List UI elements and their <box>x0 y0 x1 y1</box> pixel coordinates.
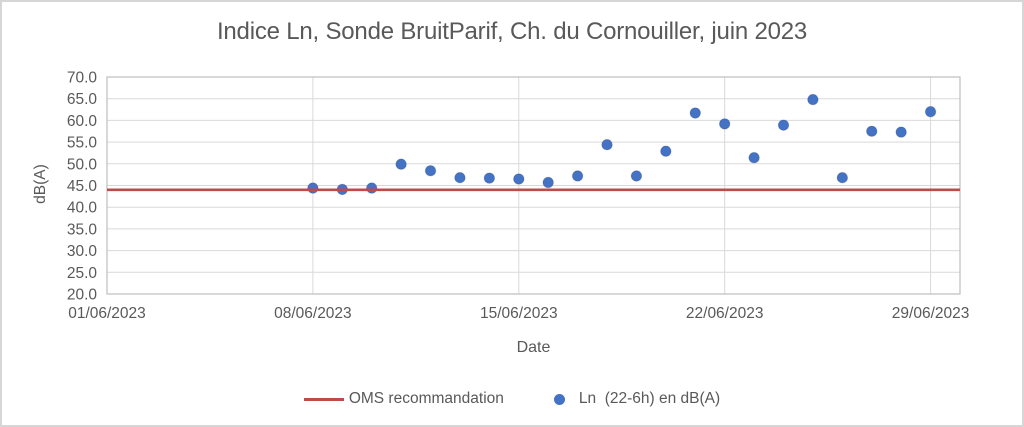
data-point <box>571 170 584 182</box>
y-tick-label: 35.0 <box>67 221 98 238</box>
data-point <box>601 138 613 151</box>
data-point <box>777 119 790 131</box>
data-point <box>630 170 643 182</box>
x-tick-label: 29/06/2023 <box>892 305 970 322</box>
data-point <box>836 171 849 184</box>
x-axis-title: Date <box>516 339 551 356</box>
data-point <box>307 182 319 194</box>
data-point <box>512 173 525 185</box>
legend-label-oms: OMS recommandation <box>348 390 504 407</box>
legend-label-ln: Ln (22-6h) en dB(A) <box>578 390 721 407</box>
y-tick-label: 60.0 <box>67 113 98 130</box>
data-point <box>395 158 407 171</box>
y-tick-label: 25.0 <box>67 265 98 282</box>
data-point <box>807 93 819 106</box>
data-point <box>483 172 496 184</box>
legend-dot-icon <box>553 393 565 405</box>
data-point <box>365 182 378 194</box>
x-tick-label: 15/06/2023 <box>480 305 558 322</box>
y-tick-label: 65.0 <box>67 91 98 108</box>
x-tick-label: 22/06/2023 <box>686 305 764 322</box>
data-point <box>424 164 437 177</box>
y-tick-label: 70.0 <box>67 70 98 87</box>
data-point <box>689 107 702 119</box>
y-axis-title: dB(A) <box>32 164 49 204</box>
plot-border <box>106 76 961 295</box>
data-point <box>454 171 466 184</box>
y-tick-label: 55.0 <box>67 135 98 152</box>
legend-line-icon <box>303 397 344 401</box>
x-tick-label: 08/06/2023 <box>274 305 352 322</box>
y-tick-label: 30.0 <box>67 243 98 260</box>
legend: OMS recommandation Ln (22-6h) en dB(A) <box>2 390 1022 408</box>
data-point <box>660 145 672 158</box>
y-tick-label: 45.0 <box>67 178 98 195</box>
y-tick-label: 50.0 <box>67 156 98 173</box>
data-point <box>542 176 555 189</box>
chart-title: Indice Ln, Sonde BruitParif, Ch. du Corn… <box>216 18 808 45</box>
data-point <box>865 125 878 138</box>
y-tick-label: 20.0 <box>67 287 98 304</box>
data-point <box>895 126 907 138</box>
data-point <box>748 151 760 164</box>
legend-item-oms: OMS recommandation <box>303 390 504 408</box>
legend-item-ln: Ln (22-6h) en dB(A) <box>553 390 721 408</box>
data-point <box>718 118 731 130</box>
data-point <box>924 105 937 118</box>
x-tick-label: 01/06/2023 <box>68 305 146 322</box>
y-tick-label: 40.0 <box>67 200 98 217</box>
